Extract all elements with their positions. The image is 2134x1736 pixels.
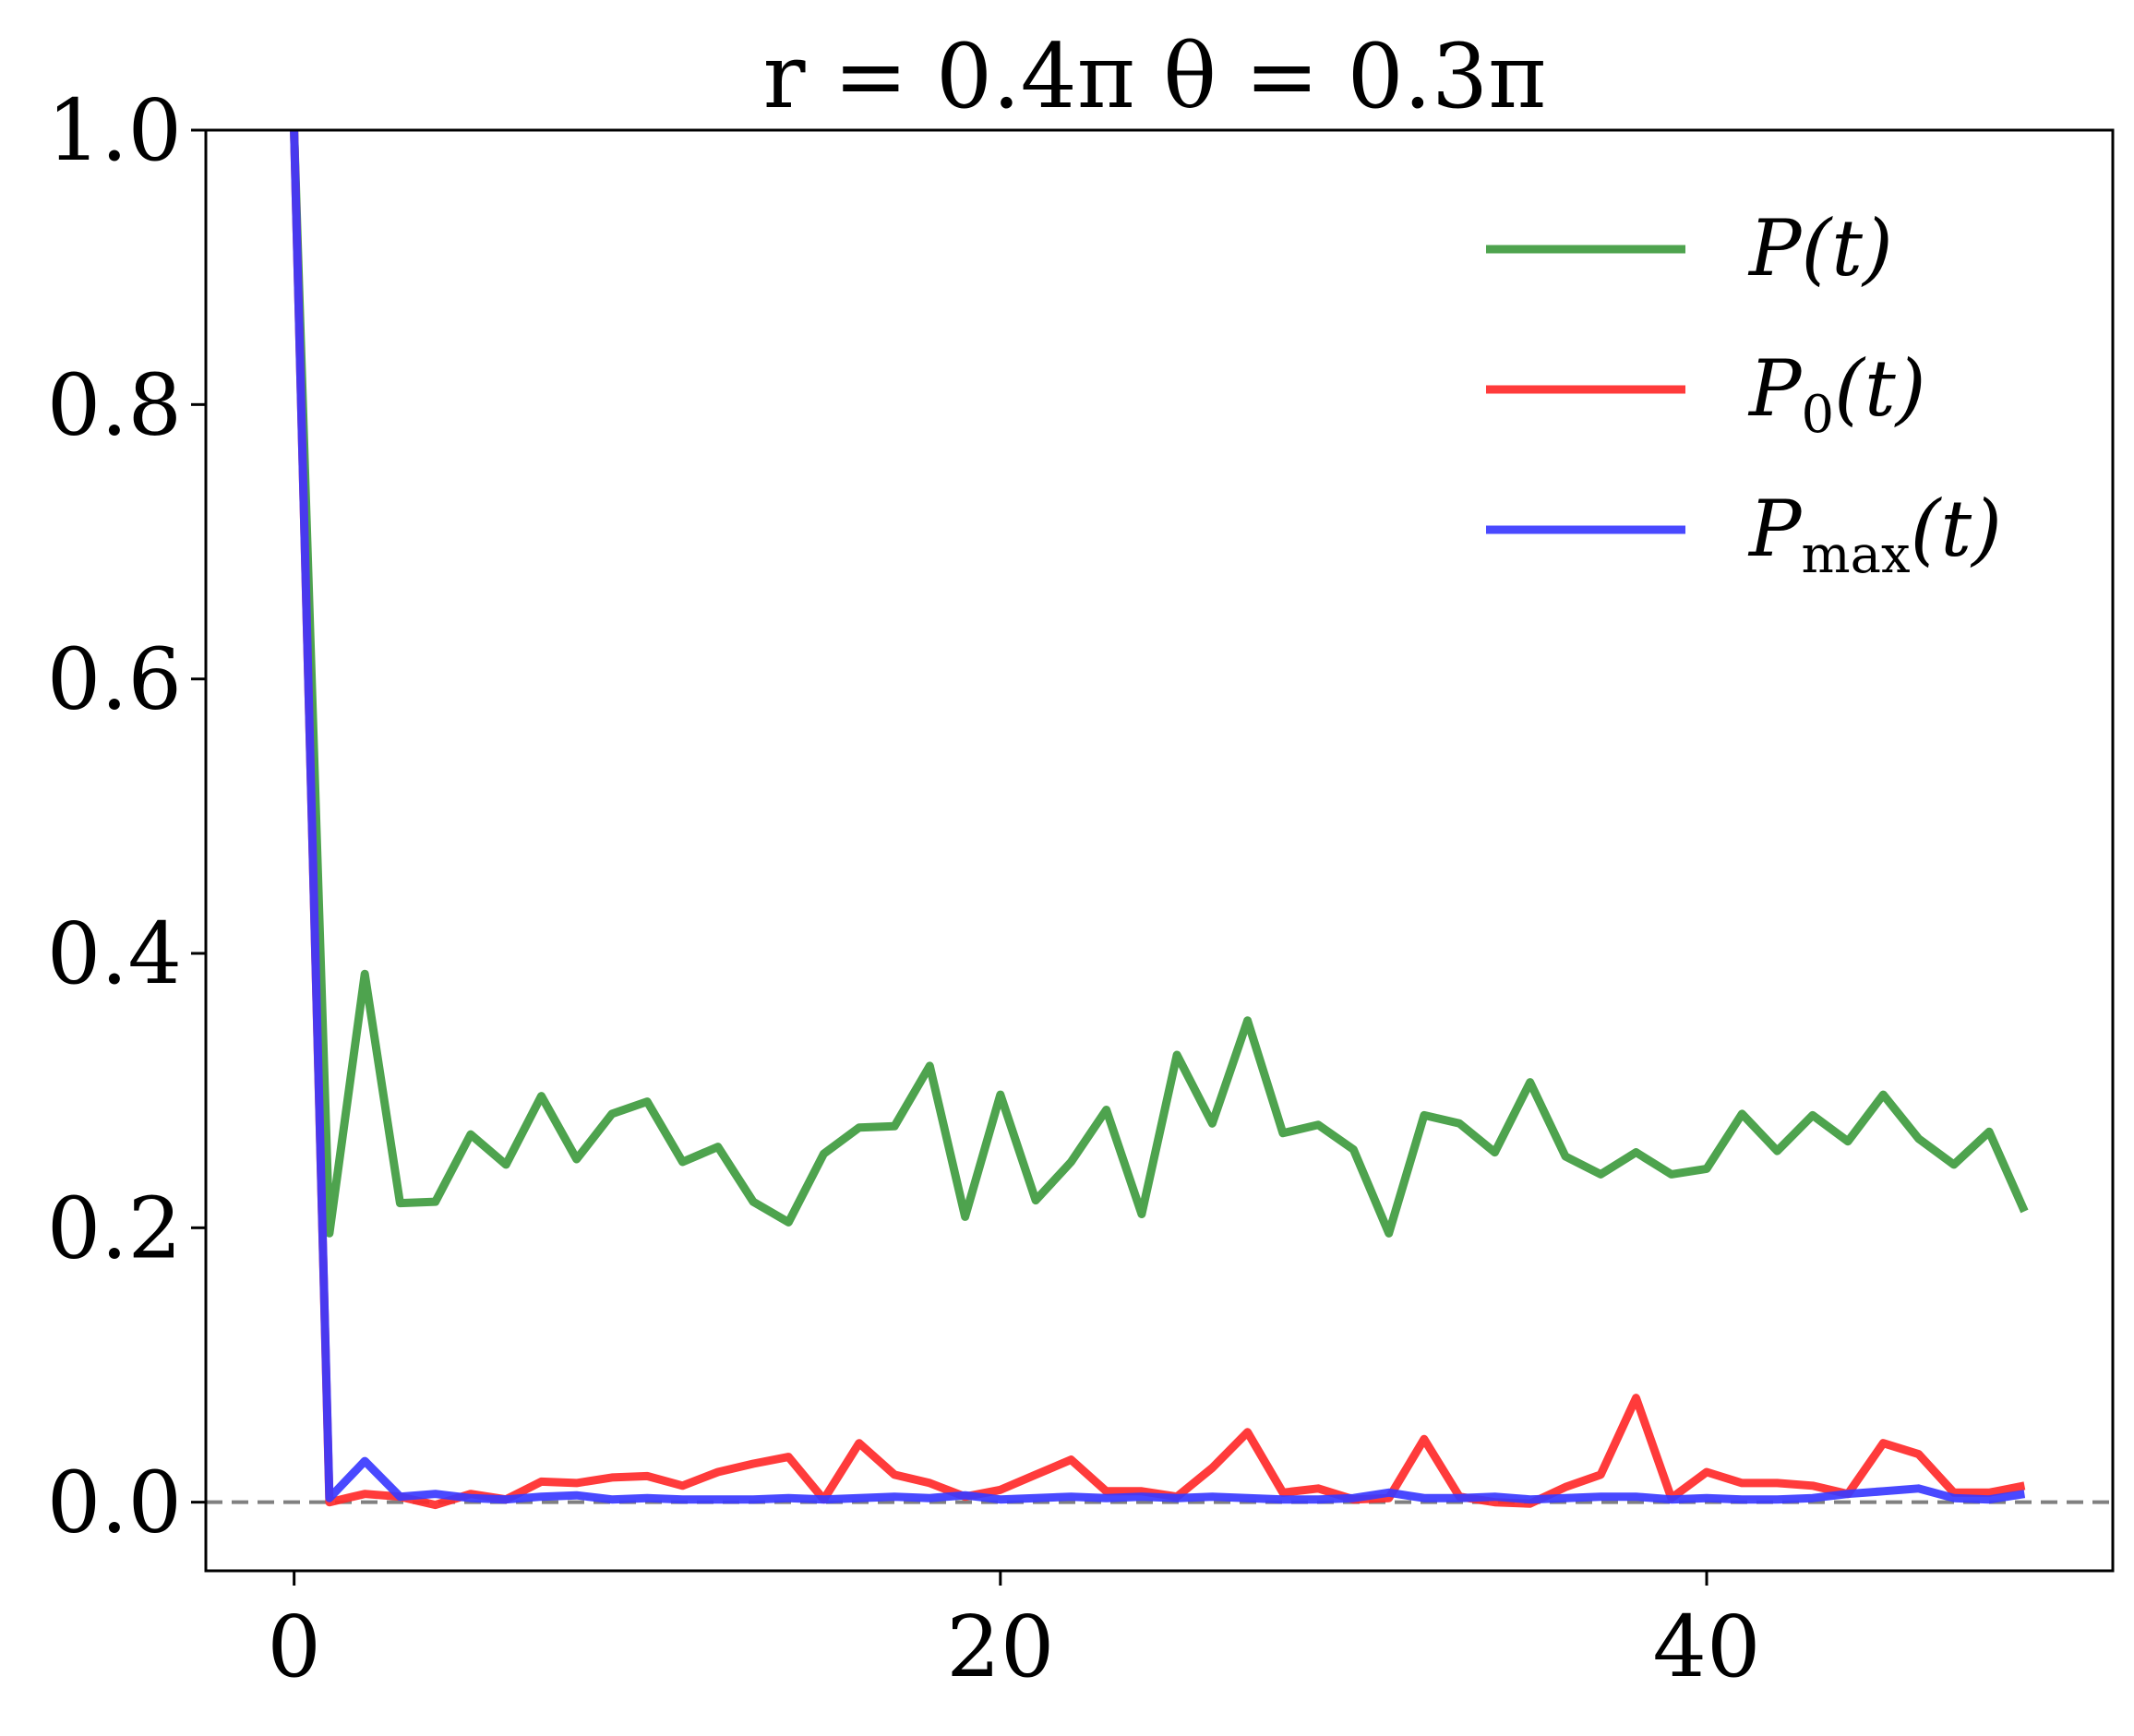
series-line-0 — [290, 130, 2029, 1238]
x-tick-label-2: 40 — [1652, 1598, 1760, 1696]
legend-label-2: Pmax(t) — [1747, 484, 2002, 585]
y-tick-label-0: 0.0 — [47, 1454, 182, 1552]
series-line-1 — [290, 130, 2026, 1510]
x-tick-label-0: 0 — [267, 1598, 321, 1696]
plot-frame — [204, 128, 2115, 1573]
axes: 0.0 0.2 0.4 0.6 0.8 1.0 0 20 40 — [47, 81, 2115, 1696]
y-tick-label-2: 0.4 — [47, 904, 182, 1003]
legend: P(t) P0(t) Pmax(t) — [1486, 203, 2002, 585]
y-tick-label-5: 1.0 — [47, 81, 182, 180]
series-line-2 — [290, 130, 2026, 1504]
plot-area — [206, 130, 2113, 1510]
legend-label-1: P0(t) — [1747, 343, 1925, 445]
y-tick-label-1: 0.2 — [47, 1179, 182, 1277]
x-tick-label-1: 20 — [946, 1598, 1054, 1696]
y-tick-label-3: 0.6 — [47, 630, 182, 729]
chart-title: r = 0.4π θ = 0.3π — [763, 25, 1547, 128]
legend-label-0: P(t) — [1747, 203, 1893, 293]
y-tick-label-4: 0.8 — [47, 355, 182, 454]
